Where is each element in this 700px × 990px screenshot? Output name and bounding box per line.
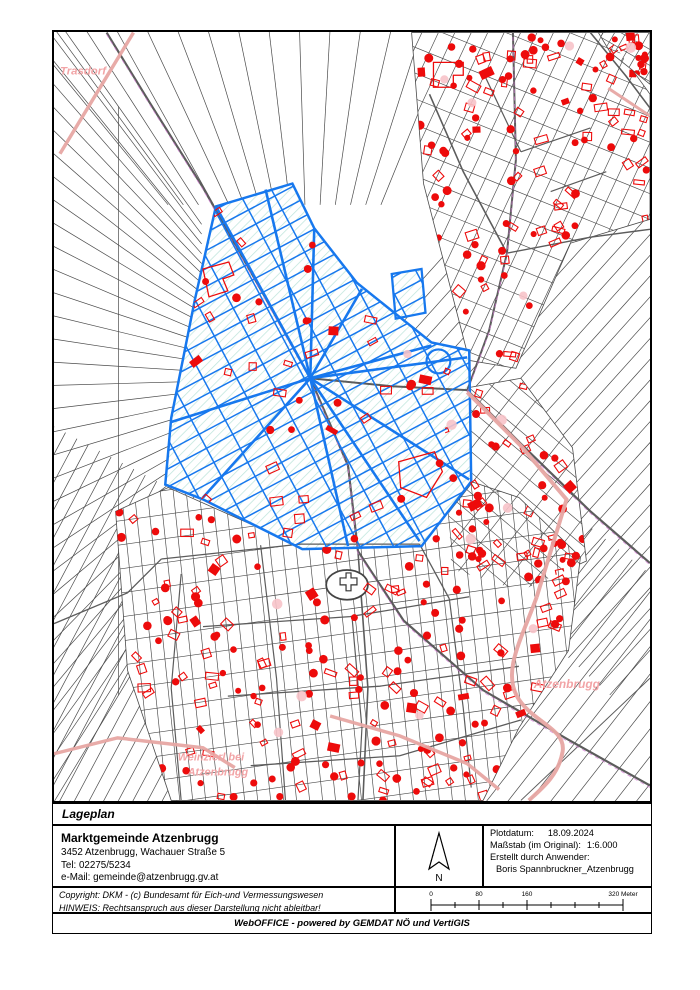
pink-roads-layer xyxy=(54,32,650,801)
plot-info-cell: Plotdatum: 18.09.2024 Maßstab (im Origina… xyxy=(483,825,652,887)
org-email: e-Mail: gemeinde@atzenbrugg.gv.at xyxy=(61,872,219,883)
scale-tick-80: 80 xyxy=(475,891,483,898)
place-labels-layer: Trasdorf Atzenbrugg Weinzierl bei Atzenb… xyxy=(60,65,601,778)
org-cell: Marktgemeinde Atzenbrugg 3452 Atzenbrugg… xyxy=(52,825,395,887)
footer-bar: WebOFFICE - powered by GEMDAT NÖ und Ver… xyxy=(52,913,652,934)
scale-tick-320: 320 Meter xyxy=(608,891,638,898)
plot-date-value: 18.09.2024 xyxy=(547,828,594,838)
buildings-layer xyxy=(115,32,650,801)
plaza xyxy=(325,569,369,601)
plot-creator-value: Boris Spannbruckner_Atzenbrugg xyxy=(496,864,634,874)
place-label-weinzierl-line1: Weinzierl bei xyxy=(178,752,245,764)
hinweis-line: HINWEIS: Rechtsanspruch aus dieser Darst… xyxy=(59,902,321,913)
org-address: 3452 Atzenbrugg, Wachauer Straße 5 xyxy=(61,847,226,858)
plot-scale-label: Maßstab (im Original): xyxy=(490,840,581,850)
plot-creator-label: Erstellt durch Anwender: xyxy=(490,852,590,862)
sheet-title: Lageplan xyxy=(62,807,115,821)
plot-scale-value: 1:6.000 xyxy=(586,840,618,850)
north-arrow-cell: N xyxy=(395,825,483,887)
place-label-weinzierl-line2: Atzenbrugg xyxy=(187,767,249,779)
scale-bar: 0 80 160 320 Meter xyxy=(429,891,638,911)
scale-bar-cell: 0 80 160 320 Meter xyxy=(395,887,652,913)
copyright-cell: Copyright: DKM - (c) Bundesamt für Eich-… xyxy=(52,887,395,913)
footer-text: WebOFFICE - powered by GEMDAT NÖ und Ver… xyxy=(234,918,470,929)
scale-tick-0: 0 xyxy=(429,891,433,898)
org-name: Marktgemeinde Atzenbrugg xyxy=(61,831,219,845)
map-generated-graphics xyxy=(54,32,650,801)
place-label-atzenbrugg: Atzenbrugg xyxy=(533,677,601,691)
cadastral-map-svg: Trasdorf Atzenbrugg Weinzierl bei Atzenb… xyxy=(54,32,650,801)
plot-date-label: Plotdatum: xyxy=(490,828,534,838)
plot-scale-row: Maßstab (im Original): 1:6.000 xyxy=(490,840,651,850)
title-row: Lageplan xyxy=(52,803,652,825)
map-canvas: Trasdorf Atzenbrugg Weinzierl bei Atzenb… xyxy=(52,30,652,803)
plot-date-row: Plotdatum: 18.09.2024 xyxy=(490,828,651,838)
north-arrow-icon: N xyxy=(427,830,451,884)
scale-tick-160: 160 xyxy=(522,891,533,898)
north-label: N xyxy=(435,873,442,884)
org-tel: Tel: 02275/5234 xyxy=(61,859,131,871)
place-label-trasdorf: Trasdorf xyxy=(60,65,107,77)
copyright-line: Copyright: DKM - (c) Bundesamt für Eich-… xyxy=(59,890,324,900)
